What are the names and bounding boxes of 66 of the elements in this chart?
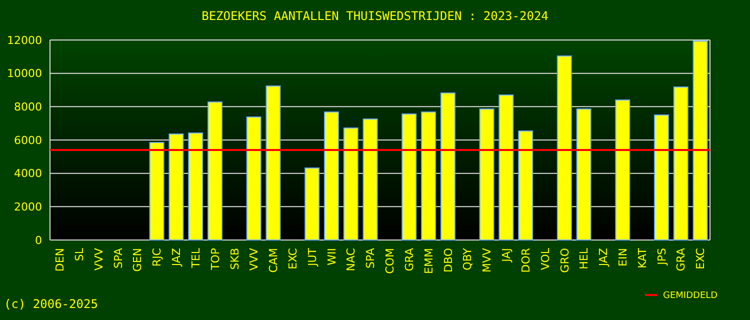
bar (615, 100, 630, 240)
x-tick-label: HEL (578, 247, 591, 270)
x-tick-label: CAM (267, 248, 280, 273)
x-tick-label: JPS (655, 248, 668, 266)
bar (324, 112, 339, 240)
x-tick-label: EMM (422, 248, 436, 274)
bar (304, 168, 320, 240)
y-tick-label: 2000 (14, 200, 42, 214)
x-tick-label: JAJ (500, 248, 514, 263)
bar (576, 108, 592, 240)
bar (168, 134, 184, 240)
x-tick-label: GEN (131, 248, 144, 272)
text: (c) 2006-2025 (4, 297, 98, 311)
x-tick-label: WII (325, 248, 338, 266)
bar (673, 86, 688, 240)
bar (246, 116, 262, 240)
bar (343, 128, 358, 240)
x-tick-label: EIN (616, 248, 630, 266)
x-tick-label: VOL (538, 247, 552, 270)
x-tick-label: GRA (674, 248, 688, 272)
x-tick-label: EXC (694, 248, 708, 270)
y-tick-label: 6000 (14, 134, 42, 147)
bar (692, 40, 708, 240)
x-tick-label: RJC (150, 248, 164, 267)
bar (188, 132, 204, 240)
x-tick-label: JAZ (170, 248, 184, 268)
bar (149, 142, 164, 240)
x-tick-label: SPA (112, 248, 125, 268)
y-tick-label: 4000 (14, 167, 42, 180)
bar (498, 94, 514, 240)
y-tick-label: 10000 (7, 67, 42, 80)
x-tick-label: SKB (228, 248, 242, 270)
bar (402, 114, 417, 240)
chart-title: BEZOEKERS AANTALLEN THUISWEDSTRIJDEN : 2023-2024 (202, 9, 548, 23)
bar (479, 108, 494, 240)
x-tick-label: VVV (248, 248, 261, 271)
bar (556, 56, 572, 240)
x-tick-label: QBY (461, 248, 474, 270)
x-tick-label: JAZ (597, 248, 610, 268)
legend-label: GEMIDDELD (663, 291, 718, 302)
x-tick-label: VVV (92, 248, 106, 271)
x-tick-label: JUT (306, 248, 319, 268)
bar (266, 86, 281, 240)
bar (421, 112, 436, 240)
x-tick-label: NAC (344, 248, 358, 272)
x-tick-label: SL (72, 247, 86, 262)
x-tick-label: GRA (402, 248, 416, 272)
bar (208, 102, 222, 240)
x-tick-label: GRO (558, 248, 572, 273)
x-tick-label: DOR (519, 248, 532, 273)
x-tick-label: EXC (286, 248, 300, 270)
x-tick-label: SPA (364, 248, 378, 268)
bar (654, 114, 669, 240)
bar (362, 118, 378, 240)
bar (518, 130, 534, 240)
x-tick-label: DEN (54, 248, 67, 272)
x-tick-label: TEL (189, 247, 202, 269)
y-tick-label: 12000 (7, 34, 42, 47)
x-tick-label: DBO (442, 248, 455, 272)
y-tick-label: 8000 (14, 100, 42, 114)
x-tick-label: KAT (636, 248, 649, 268)
bar (440, 92, 456, 240)
x-tick-label: TOP (208, 248, 222, 272)
x-tick-label: MVV (480, 248, 494, 273)
x-tick-label: COM (384, 248, 397, 274)
y-tick-label: 0 (35, 234, 42, 247)
